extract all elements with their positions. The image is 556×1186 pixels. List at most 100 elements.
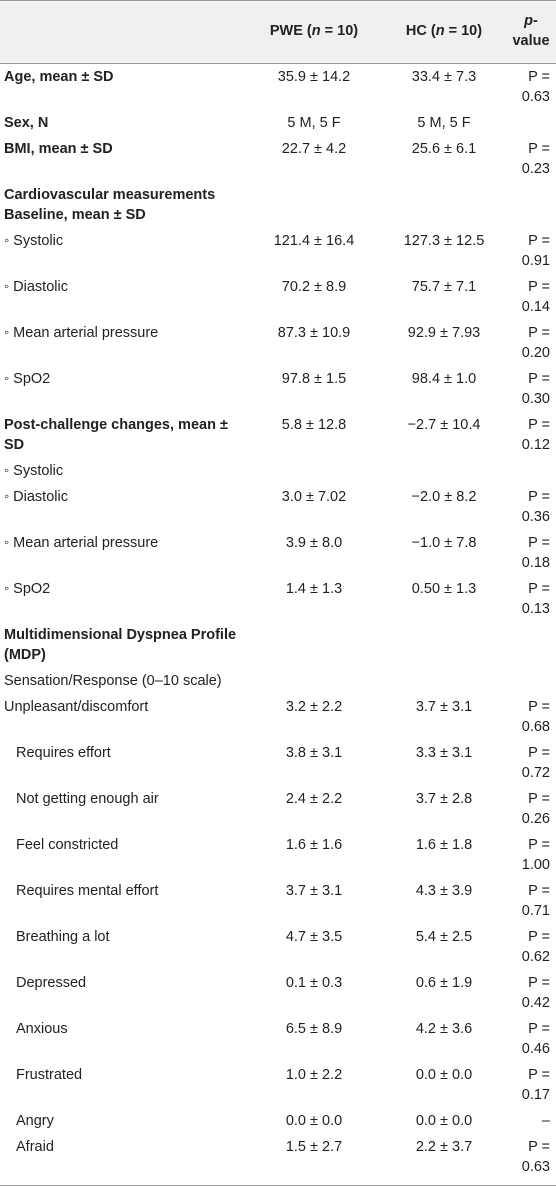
cell-hc-text: 5 M, 5 F	[417, 115, 471, 131]
cell-p-value-text: P = 0.91	[521, 233, 550, 269]
cell-p-value-text: P = 0.30	[521, 371, 550, 407]
row-label: Post-challenge changes, mean ± SD	[0, 412, 246, 458]
cell-p-value-text: P = 0.72	[521, 745, 550, 781]
cell-pwe: 1.5 ± 2.7	[246, 1134, 382, 1186]
cell-pwe: 0.0 ± 0.0	[246, 1108, 382, 1134]
cell-hc: 3.7 ± 3.1	[382, 694, 506, 740]
cell-hc: 75.7 ± 7.1	[382, 274, 506, 320]
cell-pwe-text: 0.0 ± 0.0	[285, 1113, 343, 1129]
table-row: Sex, N 5 M, 5 F 5 M, 5 F	[0, 110, 556, 136]
table-row: SpO2 97.8 ± 1.5 98.4 ± 1.0 P = 0.30	[0, 366, 556, 412]
cell-pwe-text: 1.4 ± 1.3	[285, 581, 343, 597]
row-label: Frustrated	[0, 1062, 246, 1108]
cell-pwe	[246, 668, 382, 694]
cell-hc-text: 3.3 ± 3.1	[415, 745, 473, 761]
row-label: Breathing a lot	[0, 924, 246, 970]
cell-pwe-text: 5.8 ± 12.8	[281, 417, 347, 433]
row-label: Multidimensional Dyspnea Profile (MDP)	[0, 622, 246, 668]
cell-pwe-text: 5 M, 5 F	[287, 115, 341, 131]
row-label: Afraid	[0, 1134, 246, 1186]
cell-hc-text: 1.6 ± 1.8	[415, 837, 473, 853]
cell-hc-text: −1.0 ± 7.8	[411, 535, 477, 551]
header-label-column	[0, 0, 246, 64]
cell-hc: 127.3 ± 12.5	[382, 228, 506, 274]
cell-pwe-text: 3.2 ± 2.2	[285, 699, 343, 715]
cell-pwe: 3.0 ± 7.02	[246, 484, 382, 530]
table-row: Mean arterial pressure 3.9 ± 8.0 −1.0 ± 7.…	[0, 530, 556, 576]
cell-hc	[382, 668, 506, 694]
cell-p-value-text: P = 0.12	[521, 417, 550, 453]
cell-hc-text: 33.4 ± 7.3	[411, 69, 477, 85]
cell-p-value: P = 0.17	[506, 1062, 556, 1108]
row-label-text: Age, mean ± SD	[4, 69, 114, 85]
cell-p-value: P = 0.71	[506, 878, 556, 924]
cell-hc: 1.6 ± 1.8	[382, 832, 506, 878]
cell-hc: −2.7 ± 10.4	[382, 412, 506, 458]
cell-hc-text: 5.4 ± 2.5	[415, 929, 473, 945]
cell-p-value-text: P = 0.13	[521, 581, 550, 617]
row-label: Angry	[0, 1108, 246, 1134]
cell-hc-text: 3.7 ± 2.8	[415, 791, 473, 807]
cell-pwe: 1.0 ± 2.2	[246, 1062, 382, 1108]
table-row: SpO2 1.4 ± 1.3 0.50 ± 1.3 P = 0.13	[0, 576, 556, 622]
row-label-text: Diastolic	[4, 279, 68, 295]
row-label-text: Feel constricted	[16, 837, 119, 853]
header-pwe-n: n	[311, 23, 321, 39]
cell-pwe	[246, 458, 382, 484]
cell-pwe: 97.8 ± 1.5	[246, 366, 382, 412]
cell-p-value-text: P = 0.17	[521, 1067, 550, 1103]
cell-p-value: P = 0.63	[506, 1134, 556, 1186]
cell-p-value: P = 0.68	[506, 694, 556, 740]
table-row: Multidimensional Dyspnea Profile (MDP)	[0, 622, 556, 668]
cell-pwe-text: 4.7 ± 3.5	[285, 929, 343, 945]
table-row: Sensation/Response (0–10 scale)	[0, 668, 556, 694]
cell-hc-text: 0.0 ± 0.0	[415, 1113, 473, 1129]
table-row: Breathing a lot 4.7 ± 3.5 5.4 ± 2.5 P = 0.6…	[0, 924, 556, 970]
row-label-text: Mean arterial pressure	[4, 535, 158, 551]
header-pvalue-column: p-value	[506, 0, 556, 64]
cell-pwe-text: 3.9 ± 8.0	[285, 535, 343, 551]
cell-hc: 0.6 ± 1.9	[382, 970, 506, 1016]
table-row: Diastolic 70.2 ± 8.9 75.7 ± 7.1 P = 0.14	[0, 274, 556, 320]
table-row: Post-challenge changes, mean ± SD 5.8 ± 1…	[0, 412, 556, 458]
cell-hc: 92.9 ± 7.93	[382, 320, 506, 366]
row-label-text: Systolic	[4, 463, 63, 479]
table-row: BMI, mean ± SD 22.7 ± 4.2 25.6 ± 6.1 P = 0.…	[0, 136, 556, 182]
header-hc-pre: HC (	[405, 23, 436, 39]
row-label: Cardiovascular measurements Baseline, me…	[0, 182, 246, 228]
cell-p-value-text: P = 0.71	[521, 883, 550, 919]
row-label: Age, mean ± SD	[0, 64, 246, 111]
cell-p-value: P = 0.91	[506, 228, 556, 274]
row-label: Anxious	[0, 1016, 246, 1062]
cell-hc: 3.7 ± 2.8	[382, 786, 506, 832]
cell-p-value: P = 0.13	[506, 576, 556, 622]
row-label: BMI, mean ± SD	[0, 136, 246, 182]
table-row: Unpleasant/discomfort 3.2 ± 2.2 3.7 ± 3.1 P…	[0, 694, 556, 740]
cell-hc: 25.6 ± 6.1	[382, 136, 506, 182]
cell-p-value-text: P = 0.42	[521, 975, 550, 1011]
table-row: Not getting enough air 2.4 ± 2.2 3.7 ± 2.8…	[0, 786, 556, 832]
cell-hc-text: −2.7 ± 10.4	[407, 417, 481, 433]
cell-p-value: P = 0.42	[506, 970, 556, 1016]
header-hc-post: = 10)	[444, 23, 483, 39]
cell-p-value-text: P = 0.23	[521, 141, 550, 177]
row-label-text: Frustrated	[16, 1067, 83, 1083]
cell-p-value: P = 0.20	[506, 320, 556, 366]
cell-p-value: P = 0.18	[506, 530, 556, 576]
table-row: Anxious 6.5 ± 8.9 4.2 ± 3.6 P = 0.46	[0, 1016, 556, 1062]
header-hc-n: n	[435, 23, 445, 39]
cell-pwe: 6.5 ± 8.9	[246, 1016, 382, 1062]
cell-pwe-text: 87.3 ± 10.9	[277, 325, 351, 341]
row-label: Requires mental effort	[0, 878, 246, 924]
header-p: p	[524, 13, 533, 29]
table-row: Age, mean ± SD 35.9 ± 14.2 33.4 ± 7.3 P = 0…	[0, 64, 556, 111]
row-label: Diastolic	[0, 484, 246, 530]
cell-hc	[382, 182, 506, 228]
row-label-text: Anxious	[16, 1021, 68, 1037]
cell-pwe: 1.6 ± 1.6	[246, 832, 382, 878]
cell-p-value: P = 0.12	[506, 412, 556, 458]
table-row: Diastolic 3.0 ± 7.02 −2.0 ± 8.2 P = 0.36	[0, 484, 556, 530]
cell-p-value-text: P = 0.63	[521, 69, 550, 105]
cell-hc: 3.3 ± 3.1	[382, 740, 506, 786]
cell-pwe-text: 1.6 ± 1.6	[285, 837, 343, 853]
